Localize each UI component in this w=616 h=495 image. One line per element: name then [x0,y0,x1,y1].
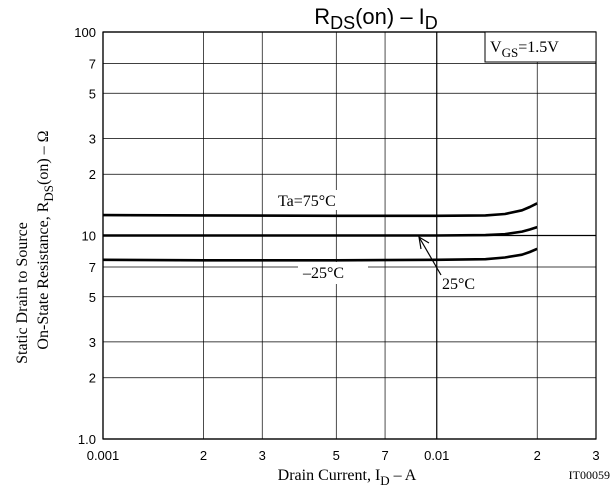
arrow-25c [418,235,442,276]
x-tick-label: 2 [534,448,541,463]
x-tick-label: 3 [592,448,599,463]
x-tick-labels: 0.001 2 3 5 7 0.01 2 3 [87,448,600,463]
x-axis-label: Drain Current, ID – A [278,467,417,488]
figure-code: IT00059 [569,468,610,482]
y-tick-label: 7 [89,57,96,72]
series-label-25c: 25°C [442,276,475,293]
y-tick-label: 3 [89,335,96,350]
y-tick-label: 5 [89,86,96,101]
y-tick-label: 10 [82,229,96,244]
series-label-bg-75 [274,190,358,210]
x-tick-label: 7 [381,448,388,463]
x-tick-label: 3 [259,448,266,463]
series-label-bg-m25 [298,262,368,284]
y-tick-label: 5 [89,290,96,305]
y-tick-labels: 1.0 2 3 5 7 10 2 3 5 7 100 [74,25,96,447]
y-tick-label: 3 [89,131,96,146]
plot-frame [102,31,597,440]
y-tick-label: 100 [74,25,96,40]
chart-title: RDS(on) – ID [314,4,438,33]
series-lines [102,202,538,262]
series-label-75c: Ta=75°C [278,193,336,210]
x-tick-label: 0.001 [87,448,120,463]
series-label-bg-25 [438,272,496,294]
series-label-minus25c: –25°C [302,265,344,282]
y-tick-label: 1.0 [78,432,96,447]
y-tick-label: 2 [89,371,96,386]
y-axis-label-line1: Static Drain to Source [14,222,31,364]
y-axis-label-line2: On-State Resistance, RDS(on) – Ω [35,130,56,349]
condition-label: VGS=1.5V [490,39,559,60]
x-tick-label: 2 [200,448,207,463]
y-tick-label: 7 [89,260,96,275]
series-minus-25c [102,247,538,262]
x-tick-label: 5 [333,448,340,463]
condition-box [484,31,597,63]
series-25c [103,225,538,237]
y-tick-label: 2 [89,167,96,182]
x-tick-label: 0.01 [424,448,449,463]
series-ta-75c [102,202,538,218]
